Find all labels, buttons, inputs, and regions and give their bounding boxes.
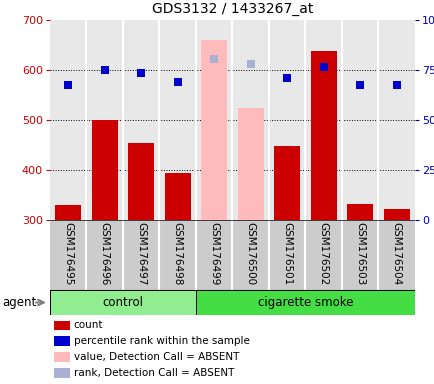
Text: GSM176503: GSM176503 bbox=[355, 222, 365, 285]
Bar bbox=[56, 205, 81, 220]
Bar bbox=[383, 209, 408, 220]
Text: GSM176502: GSM176502 bbox=[318, 222, 328, 285]
Text: agent: agent bbox=[2, 296, 36, 309]
Bar bbox=[53, 336, 70, 346]
Text: cigarette smoke: cigarette smoke bbox=[257, 296, 352, 309]
Bar bbox=[274, 146, 299, 220]
Text: GSM176497: GSM176497 bbox=[136, 222, 146, 285]
Bar bbox=[50, 290, 196, 315]
Bar bbox=[347, 204, 372, 220]
Text: GSM176501: GSM176501 bbox=[282, 222, 292, 285]
Point bbox=[392, 82, 399, 88]
Text: rank, Detection Call = ABSENT: rank, Detection Call = ABSENT bbox=[73, 368, 233, 378]
Point bbox=[283, 74, 290, 81]
Point bbox=[319, 63, 326, 70]
Text: GSM176499: GSM176499 bbox=[209, 222, 219, 285]
Point bbox=[210, 56, 217, 62]
Bar bbox=[128, 142, 154, 220]
Point bbox=[174, 78, 181, 84]
Point bbox=[65, 82, 72, 88]
Title: GDS3132 / 1433267_at: GDS3132 / 1433267_at bbox=[151, 2, 312, 16]
Bar bbox=[310, 51, 336, 220]
Bar bbox=[201, 40, 227, 220]
Text: percentile rank within the sample: percentile rank within the sample bbox=[73, 336, 249, 346]
Text: GSM176504: GSM176504 bbox=[391, 222, 401, 285]
Bar bbox=[53, 321, 70, 330]
Bar bbox=[237, 108, 263, 220]
Bar bbox=[164, 172, 190, 220]
Text: GSM176500: GSM176500 bbox=[245, 222, 255, 285]
Point bbox=[101, 67, 108, 73]
Text: count: count bbox=[73, 320, 103, 330]
Text: value, Detection Call = ABSENT: value, Detection Call = ABSENT bbox=[73, 352, 239, 362]
Text: GSM176496: GSM176496 bbox=[99, 222, 109, 285]
Text: GSM176498: GSM176498 bbox=[172, 222, 182, 285]
Point bbox=[356, 82, 363, 88]
Bar bbox=[53, 368, 70, 378]
Bar bbox=[92, 120, 117, 220]
Point bbox=[247, 61, 253, 67]
Point bbox=[138, 70, 145, 76]
Bar bbox=[196, 290, 414, 315]
Text: control: control bbox=[102, 296, 143, 309]
Text: GSM176495: GSM176495 bbox=[63, 222, 73, 285]
Bar bbox=[53, 352, 70, 362]
